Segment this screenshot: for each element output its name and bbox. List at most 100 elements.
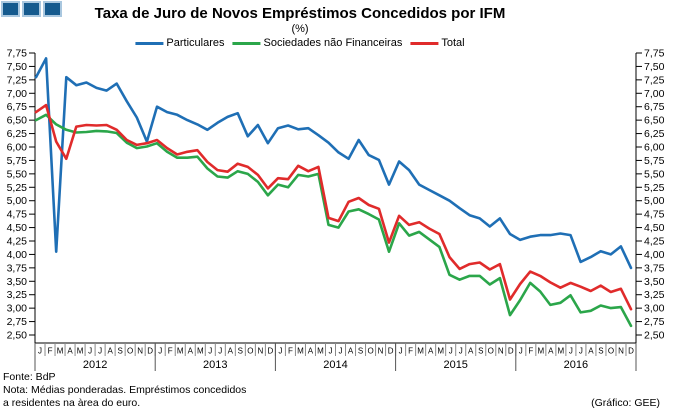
axis-tick-label: D — [628, 347, 634, 356]
axis-tick-label: 7,25 — [7, 74, 28, 86]
axis-tick-label: 5,25 — [644, 182, 665, 194]
legend-swatch-total — [410, 41, 439, 45]
series-line-sociedades-n-o-financeiras — [34, 113, 633, 328]
axis-tick-label: O — [247, 347, 253, 356]
axis-tick-label: 7,50 — [644, 61, 665, 73]
axis-tick-label: A — [348, 347, 354, 356]
axis-tick-label: D — [147, 347, 153, 356]
axis-tick-label: M — [57, 347, 64, 356]
axis-tick-label: 2014 — [323, 359, 347, 371]
axis-tick-label: 6,50 — [644, 115, 665, 127]
axis-tick-label: 5,00 — [7, 195, 28, 207]
logo-square — [22, 1, 41, 17]
axis-tick-label: A — [468, 347, 474, 356]
source-text: Fonte: BdP — [3, 371, 56, 383]
note-text-line2: a residentes na àrea do euro. — [3, 397, 141, 409]
axis-tick-label: J — [328, 347, 332, 356]
axis-tick-label: M — [297, 347, 304, 356]
axis-tick-label: N — [498, 347, 504, 356]
axis-tick-label: 4,50 — [644, 222, 665, 234]
axis-tick-label: J — [449, 347, 453, 356]
axis-tick-label: S — [478, 347, 483, 356]
axis-tick-label: 4,00 — [7, 249, 28, 261]
series-line-total — [34, 103, 633, 311]
axis-tick-label: M — [538, 347, 545, 356]
axis-tick-label: M — [317, 347, 324, 356]
axis-tick-label: 4,50 — [7, 222, 28, 234]
axis-tick-label: 6,25 — [7, 128, 28, 140]
axis-tick-label: 7,00 — [7, 88, 28, 100]
legend-label: Particulares — [166, 37, 225, 49]
axis-tick-label: 3,50 — [644, 276, 665, 288]
axis-tick-label: 7,50 — [7, 61, 28, 73]
legend-swatch-particulares — [135, 41, 164, 45]
axis-tick-label: 4,00 — [644, 249, 665, 261]
axis-tick-label: 4,25 — [7, 236, 28, 248]
axis-tick-label: N — [618, 347, 624, 356]
axis-tick-label: F — [168, 347, 173, 356]
axis-tick-label: D — [268, 347, 274, 356]
axis-tick-label: A — [188, 347, 194, 356]
axis-tick-label: J — [339, 347, 343, 356]
axis-tick-label: J — [88, 347, 92, 356]
legend-item-sociedades: Sociedades não Financeiras — [232, 37, 402, 49]
axis-tick-label: A — [308, 347, 314, 356]
axis-tick-label: 6,50 — [7, 115, 28, 127]
axis-tick-label: J — [579, 347, 583, 356]
axis-tick-label: 2013 — [203, 359, 227, 371]
axis-tick-label: 2,50 — [644, 330, 665, 342]
axis-tick-label: N — [378, 347, 384, 356]
axis-tick-label: 3,25 — [644, 289, 665, 301]
logo-square — [43, 1, 62, 17]
axis-tick-label: F — [408, 347, 413, 356]
legend-item-total: Total — [410, 37, 465, 49]
axis-tick-label: 5,50 — [7, 168, 28, 180]
axis-tick-label: 3,00 — [7, 303, 28, 315]
bdp-squares-logo — [1, 1, 62, 17]
axis-tick-label: 5,50 — [644, 168, 665, 180]
note-text-line1: Nota: Médias ponderadas. Empréstimos con… — [3, 384, 247, 396]
x-axis-years: 2012 2013 2014 2015 2016 — [34, 343, 637, 371]
axis-tick-label: 3,00 — [644, 303, 665, 315]
axis-tick-label: J — [218, 347, 222, 356]
logo-square — [1, 1, 20, 17]
axis-tick-label: 2,75 — [7, 316, 28, 328]
axis-tick-label: 4,75 — [7, 209, 28, 221]
axis-tick-label: 2015 — [443, 359, 467, 371]
y-axis-left: 7,757,507,25 7,006,75 6,506,25 6,005,755,50… — [7, 48, 35, 342]
axis-tick-label: S — [358, 347, 363, 356]
axis-tick-label: J — [208, 347, 212, 356]
axis-tick-label: J — [158, 347, 162, 356]
axis-tick-label: O — [127, 347, 133, 356]
axis-tick-label: A — [67, 347, 73, 356]
axis-tick-label: M — [197, 347, 204, 356]
axis-tick-label: 3,50 — [7, 276, 28, 288]
axis-tick-label: J — [38, 347, 42, 356]
axis-tick-label: 7,75 — [644, 48, 665, 60]
chart-legend: Particulares Sociedades não Financeiras … — [135, 37, 465, 49]
axis-tick-label: O — [608, 347, 614, 356]
axis-tick-label: 2012 — [83, 359, 107, 371]
axis-tick-label: J — [98, 347, 102, 356]
axis-tick-label: N — [257, 347, 263, 356]
credit-text: (Gráfico: GEE) — [591, 397, 660, 409]
axis-tick-label: A — [428, 347, 434, 356]
axis-tick-label: 6,00 — [644, 142, 665, 154]
legend-label: Total — [441, 37, 465, 49]
axis-tick-label: D — [388, 347, 394, 356]
axis-tick-label: J — [278, 347, 282, 356]
axis-tick-label: 7,00 — [644, 88, 665, 100]
axis-tick-label: 4,25 — [644, 236, 665, 248]
axis-tick-label: S — [598, 347, 603, 356]
series-line-particulares — [34, 57, 633, 270]
axis-tick-label: 6,75 — [644, 101, 665, 113]
axis-tick-label: J — [569, 347, 573, 356]
axis-tick-label: 2,75 — [644, 316, 665, 328]
axis-tick-label: D — [508, 347, 514, 356]
axis-tick-label: 5,00 — [644, 195, 665, 207]
y-axis-right: 7,757,507,25 7,006,75 6,506,25 6,005,755,50… — [636, 48, 665, 342]
axis-tick-label: 6,25 — [644, 128, 665, 140]
axis-tick-label: M — [437, 347, 444, 356]
axis-tick-label: M — [77, 347, 84, 356]
